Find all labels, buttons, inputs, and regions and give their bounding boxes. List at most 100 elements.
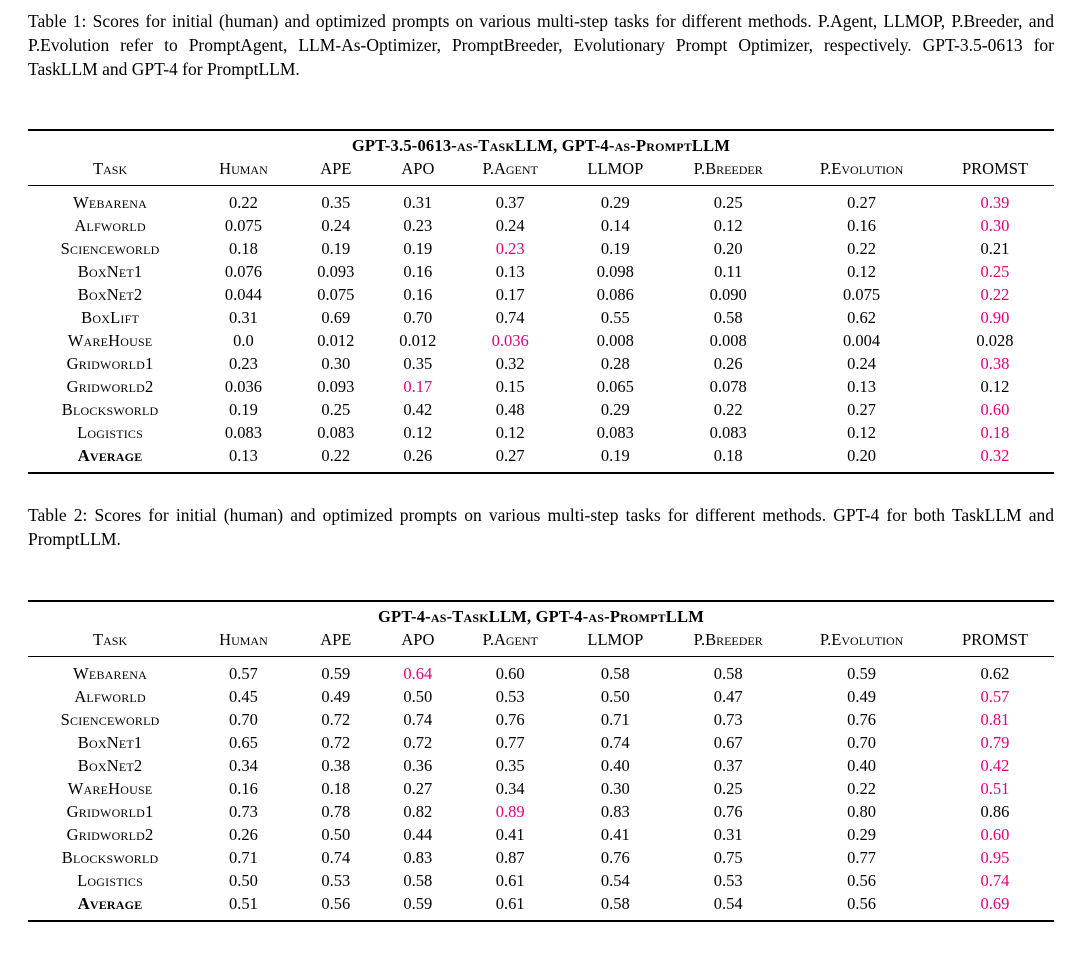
score-cell: 0.51 xyxy=(229,893,258,913)
score-cell: 0.31 xyxy=(713,824,743,844)
table-row: Blocksworld 0.71 0.74 0.83 0.87 0.76 0.75 0.77 0… xyxy=(28,846,1054,869)
table1-header: GPT-3.5-0613-as-TaskLLM, GPT-4-as-Prompt… xyxy=(28,130,1054,187)
score-cell: 0.0 xyxy=(233,331,254,351)
score-cell: 0.22 xyxy=(713,400,743,420)
score-cell: 0.60 xyxy=(495,663,525,683)
score-cell: 0.17 xyxy=(495,285,525,305)
table-row: Scienceworld 0.70 0.72 0.74 0.76 0.71 0.73 0.76… xyxy=(28,708,1054,731)
score-cell: 0.76 xyxy=(713,801,743,821)
best-score-cell: 0.60 xyxy=(980,824,1010,844)
score-cell: 0.14 xyxy=(600,216,630,236)
score-cell: 0.65 xyxy=(229,732,258,752)
task-name: Webarena xyxy=(73,663,147,683)
score-cell: 0.29 xyxy=(847,824,877,844)
score-cell: 0.35 xyxy=(495,755,525,775)
best-score-cell: 0.39 xyxy=(980,193,1010,213)
table-row: Gridworld1 0.23 0.30 0.35 0.32 0.28 0.26 0.24 0.… xyxy=(28,353,1054,376)
score-cell: 0.22 xyxy=(847,239,877,259)
score-cell: 0.19 xyxy=(229,400,258,420)
table1-caption: Table 1: Scores for initial (human) and … xyxy=(28,11,1054,79)
score-cell: 0.075 xyxy=(317,285,355,305)
column-header: Task xyxy=(28,157,193,187)
score-cell: 0.26 xyxy=(713,354,743,374)
score-cell: 0.27 xyxy=(403,778,433,798)
score-cell: 0.53 xyxy=(495,686,525,706)
score-cell: 0.12 xyxy=(847,262,877,282)
table-row: Scienceworld 0.18 0.19 0.19 0.23 0.19 0.20 0.22… xyxy=(28,238,1054,261)
score-cell: 0.58 xyxy=(713,308,743,328)
score-cell: 0.20 xyxy=(847,446,877,466)
score-cell: 0.25 xyxy=(321,400,351,420)
score-cell: 0.086 xyxy=(596,285,634,305)
table1-body: Webarena 0.22 0.35 0.31 0.37 0.29 0.25 0.27 0.39… xyxy=(28,186,1054,474)
score-cell: 0.18 xyxy=(321,778,351,798)
best-score-cell: 0.60 xyxy=(980,400,1010,420)
score-cell: 0.22 xyxy=(321,446,351,466)
score-cell: 0.12 xyxy=(847,423,877,443)
score-cell: 0.028 xyxy=(976,331,1014,351)
score-cell: 0.16 xyxy=(403,262,433,282)
score-cell: 0.35 xyxy=(321,193,351,213)
table-row: BoxLift 0.31 0.69 0.70 0.74 0.55 0.58 0.62 0.90 xyxy=(28,307,1054,330)
score-cell: 0.20 xyxy=(713,239,743,259)
score-cell: 0.50 xyxy=(229,870,258,890)
score-cell: 0.083 xyxy=(224,423,263,443)
task-name: Webarena xyxy=(73,193,147,213)
score-cell: 0.23 xyxy=(403,216,433,236)
task-name: BoxNet2 xyxy=(77,285,143,305)
score-cell: 0.55 xyxy=(600,308,630,328)
score-cell: 0.075 xyxy=(843,285,881,305)
column-header: APO xyxy=(376,627,459,657)
score-cell: 0.74 xyxy=(321,847,351,867)
score-cell: 0.54 xyxy=(600,870,630,890)
score-cell: 0.76 xyxy=(600,847,630,867)
table-row: Logistics 0.50 0.53 0.58 0.61 0.54 0.53 0.56 0.7… xyxy=(28,869,1054,892)
score-cell: 0.50 xyxy=(600,686,630,706)
score-cell: 0.076 xyxy=(224,262,263,282)
score-cell: 0.37 xyxy=(713,755,743,775)
score-cell: 0.27 xyxy=(495,446,525,466)
column-header: Task xyxy=(28,627,193,657)
score-cell: 0.24 xyxy=(495,216,525,236)
score-cell: 0.56 xyxy=(847,893,877,913)
score-cell: 0.24 xyxy=(321,216,351,236)
column-header: PROMST xyxy=(935,157,1054,187)
column-header: P.Evolution xyxy=(787,627,936,657)
score-cell: 0.76 xyxy=(847,709,877,729)
task-name: Alfworld xyxy=(74,686,146,706)
score-cell: 0.075 xyxy=(224,216,263,236)
score-cell: 0.58 xyxy=(713,663,743,683)
score-cell: 0.59 xyxy=(321,663,351,683)
task-name: Alfworld xyxy=(74,216,146,236)
column-header: P.Agent xyxy=(458,157,562,187)
score-cell: 0.53 xyxy=(713,870,743,890)
score-cell: 0.71 xyxy=(600,709,630,729)
score-cell: 0.30 xyxy=(600,778,630,798)
score-cell: 0.82 xyxy=(403,801,433,821)
table-row: BoxNet1 0.65 0.72 0.72 0.77 0.74 0.67 0.70 0.79 xyxy=(28,731,1054,754)
score-cell: 0.25 xyxy=(713,778,743,798)
score-cell: 0.008 xyxy=(709,331,747,351)
score-cell: 0.12 xyxy=(403,423,433,443)
score-cell: 0.62 xyxy=(847,308,877,328)
task-name: WareHouse xyxy=(67,778,153,798)
table-span-header: GPT-4-as-TaskLLM, GPT-4-as-PromptLLM xyxy=(378,606,704,626)
column-header: Human xyxy=(192,627,295,657)
best-score-cell: 0.89 xyxy=(495,801,525,821)
best-score-cell: 0.90 xyxy=(980,308,1010,328)
score-cell: 0.58 xyxy=(600,663,630,683)
task-name: Gridworld2 xyxy=(66,824,154,844)
score-cell: 0.83 xyxy=(600,801,630,821)
score-cell: 0.72 xyxy=(403,732,433,752)
best-score-cell: 0.74 xyxy=(980,870,1010,890)
score-cell: 0.26 xyxy=(403,446,433,466)
best-score-cell: 0.30 xyxy=(980,216,1010,236)
score-cell: 0.70 xyxy=(847,732,877,752)
task-name: Gridworld1 xyxy=(66,354,154,374)
score-cell: 0.11 xyxy=(714,262,743,282)
score-cell: 0.065 xyxy=(596,377,634,397)
score-cell: 0.44 xyxy=(403,824,433,844)
score-cell: 0.16 xyxy=(403,285,433,305)
column-header: P.Agent xyxy=(458,627,562,657)
score-cell: 0.61 xyxy=(495,893,525,913)
